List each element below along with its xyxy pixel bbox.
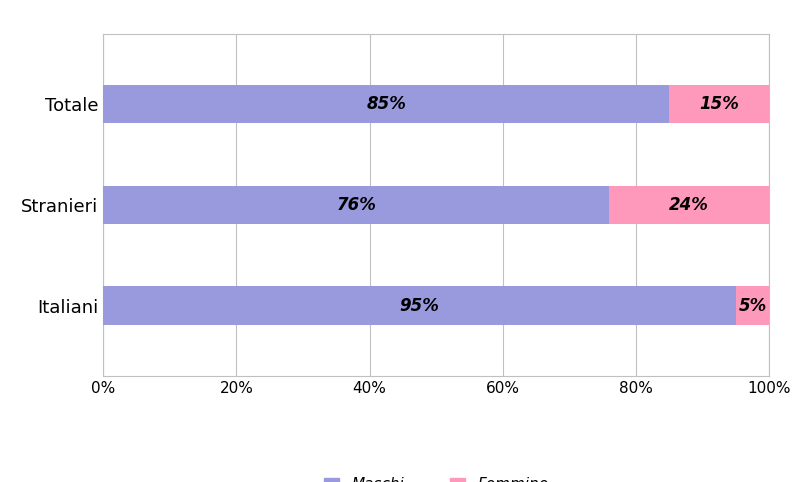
Bar	[103, 286, 736, 325]
Bar	[103, 85, 669, 123]
Text: 24%: 24%	[669, 196, 709, 214]
Bar	[736, 286, 769, 325]
Text: 15%: 15%	[699, 95, 739, 113]
Legend: Maschi, Femmine: Maschi, Femmine	[318, 471, 554, 482]
Bar	[669, 85, 769, 123]
Text: 5%: 5%	[738, 296, 767, 314]
Text: 85%: 85%	[366, 95, 406, 113]
Bar	[609, 186, 769, 224]
Text: 76%: 76%	[336, 196, 376, 214]
Bar	[103, 186, 609, 224]
Text: 95%: 95%	[400, 296, 439, 314]
